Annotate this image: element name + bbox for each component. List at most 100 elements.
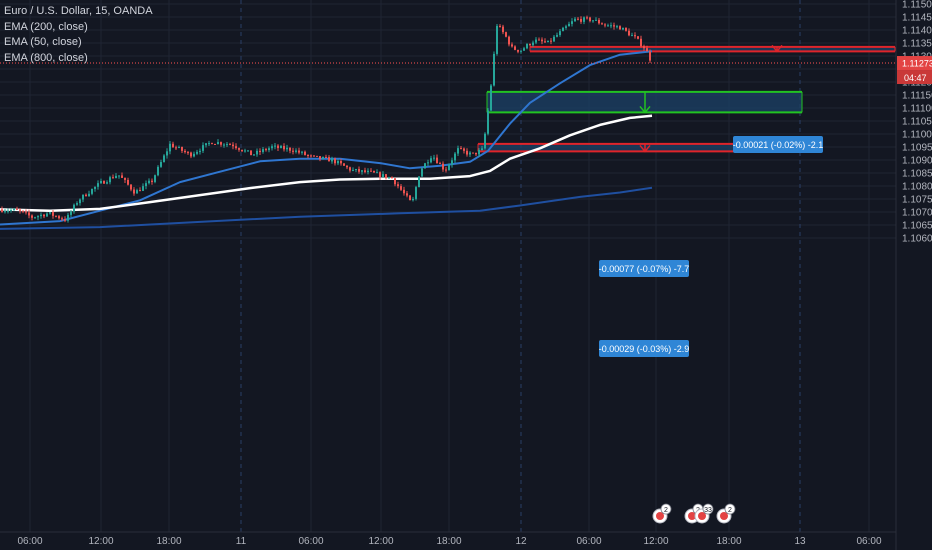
candle-body: [283, 145, 285, 150]
candle-body: [169, 143, 171, 152]
candle-body: [256, 150, 258, 155]
candle-body: [559, 31, 561, 36]
candle-body: [415, 187, 417, 199]
candle-body: [529, 44, 531, 46]
candle-body: [214, 143, 216, 145]
candle-body: [118, 175, 120, 177]
candle-body: [220, 142, 222, 145]
candle-body: [490, 85, 492, 111]
price-tick-label: 1.10950: [902, 143, 932, 154]
candle-body: [544, 41, 546, 43]
candle-body: [166, 151, 168, 156]
candle-body: [448, 164, 450, 170]
indicator-ema800[interactable]: EMA (800, close): [4, 51, 88, 64]
candle-body: [469, 152, 471, 155]
candle-body: [634, 35, 636, 37]
candle-body: [400, 186, 402, 190]
candle-body: [349, 167, 351, 171]
candle-body: [418, 176, 420, 188]
event-flag-dot: [656, 512, 664, 520]
candle-body: [463, 148, 465, 151]
candle-body: [154, 175, 156, 182]
indicator-ema50[interactable]: EMA (50, close): [4, 36, 82, 48]
event-marker[interactable]: 33: [694, 503, 714, 524]
candle-body: [550, 40, 552, 42]
measure-box-layer: [477, 44, 896, 153]
candle-body: [139, 190, 141, 192]
candle-body: [229, 144, 231, 146]
candle-body: [4, 211, 6, 213]
candle-body: [628, 30, 630, 36]
candle-body: [289, 147, 291, 151]
candle-body: [379, 172, 381, 178]
price-tick-label: 1.11100: [902, 104, 932, 115]
candle-body: [409, 195, 411, 201]
candle-body: [403, 189, 405, 194]
candle-body: [421, 168, 423, 177]
candle-body: [364, 170, 366, 173]
candle-body: [616, 26, 618, 28]
event-marker-layer[interactable]: 22332: [652, 503, 736, 524]
candle-body: [394, 178, 396, 185]
candle-body: [517, 49, 519, 52]
event-marker[interactable]: 2: [716, 503, 736, 524]
candle-body: [97, 183, 99, 187]
candle-body: [106, 182, 108, 184]
candle-body: [424, 163, 426, 169]
candle-body: [553, 36, 555, 42]
candle-body: [100, 180, 102, 184]
candle-body: [274, 145, 276, 147]
candle-body: [340, 160, 342, 164]
candle-body: [328, 157, 330, 162]
candle-body: [232, 144, 234, 147]
candle-body: [1, 209, 3, 212]
candle-body: [511, 44, 513, 47]
event-marker[interactable]: 2: [652, 503, 672, 524]
candle-body: [523, 48, 525, 51]
candle-body: [61, 218, 63, 220]
candle-body: [109, 177, 111, 183]
candle-body: [7, 210, 9, 212]
candle-body: [388, 177, 390, 179]
candle-body: [499, 25, 501, 27]
candle-body: [481, 148, 483, 151]
price-tick-label: 1.10650: [902, 221, 932, 232]
candle-body: [85, 194, 87, 197]
time-tick-label: 06:00: [856, 536, 881, 547]
last-price-tag: 1.11273: [902, 59, 932, 69]
candle-body: [412, 198, 414, 201]
candle-body: [391, 177, 393, 179]
candle-body: [313, 155, 315, 157]
candle-body: [352, 169, 354, 171]
candle-body: [622, 27, 624, 30]
candle-body: [160, 162, 162, 167]
candle-body: [598, 19, 600, 24]
price-tick-label: 1.10900: [902, 156, 932, 167]
candle-body: [613, 25, 615, 27]
candle-body: [67, 214, 69, 221]
last-price-tag-bg: [897, 56, 932, 71]
candle-body: [574, 18, 576, 22]
ema800-line: [0, 186, 653, 230]
candle-body: [115, 175, 117, 179]
candle-body: [40, 214, 42, 217]
indicator-ema200[interactable]: EMA (200, close): [4, 20, 88, 33]
candle-body: [196, 151, 198, 154]
candle-body: [532, 42, 534, 46]
candle-body: [46, 213, 48, 217]
candle-body: [235, 146, 237, 149]
candle-body: [484, 133, 486, 149]
candle-body: [88, 193, 90, 197]
countdown-tag-bg: [897, 70, 932, 85]
candle-body: [178, 146, 180, 148]
candle-body: [58, 216, 60, 219]
candle-body: [649, 51, 651, 61]
time-tick-label: 06:00: [17, 536, 42, 547]
candle-body: [277, 145, 279, 149]
candle-body: [535, 39, 537, 43]
candle-body: [22, 210, 24, 212]
candle-body: [187, 152, 189, 154]
